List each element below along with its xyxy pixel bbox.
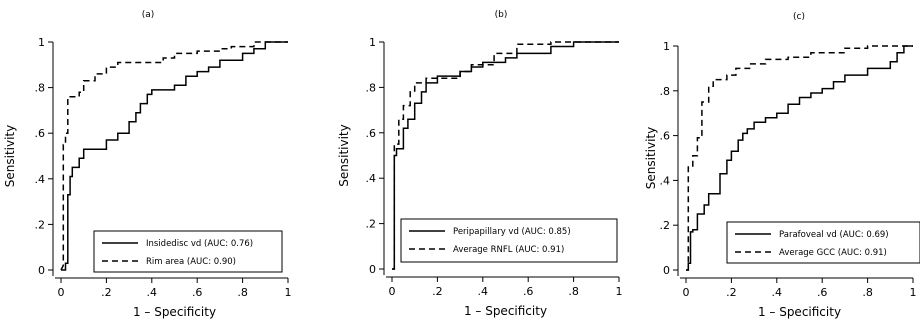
roc-curve-solid — [61, 41, 288, 271]
roc-panel-2: (b) 0 .2 .4 .6 .8 1 0 .2 .4 .6 .8 1 1 – Specificity Se… — [337, 10, 623, 318]
x-tick-label: .6 — [192, 286, 203, 299]
legend: Peripapillary vd (AUC: 0.85) Average RNFL… — [400, 218, 618, 263]
x-tick-label: 1 — [616, 285, 623, 298]
legend-entry: Rim area (AUC: 0.90) — [146, 257, 236, 267]
y-tick-label: .2 — [366, 218, 377, 231]
y-tick-label: .6 — [366, 127, 377, 140]
y-tick-label: .8 — [660, 85, 671, 98]
y-tick-label: .2 — [35, 218, 46, 231]
x-axis-title: 1 – Specificity — [133, 305, 216, 319]
legend: Insidedisc vd (AUC: 0.76) Rim area (AUC: … — [93, 230, 283, 273]
x-tick-label: 0 — [389, 285, 396, 298]
x-tick-label: 1 — [285, 286, 292, 299]
legend-box — [93, 230, 283, 273]
legend-box — [400, 218, 618, 263]
y-tick-label: .4 — [660, 174, 671, 187]
roc-curve-dashed — [392, 41, 619, 270]
panel-label: (c) — [793, 12, 805, 22]
y-tick-label: 1 — [663, 40, 670, 53]
x-tick-label: .8 — [862, 286, 873, 299]
roc-panel-3: (c) 0 .2 .4 .6 .8 1 0 .2 .4 .6 .8 1 1 – Specificity Se… — [644, 12, 920, 319]
legend-entry: Parafoveal vd (AUC: 0.69) — [779, 230, 889, 240]
roc-panel-1: (a) 0 .2 .4 .6 .8 1 0 .2 .4 .6 .8 1 1 – Specificity Se… — [3, 10, 292, 319]
x-tick-label: .4 — [478, 285, 489, 298]
y-tick-label: 0 — [369, 263, 376, 276]
x-tick-label: .8 — [568, 285, 579, 298]
y-tick-label: 0 — [663, 264, 670, 277]
x-tick-label: .2 — [432, 285, 443, 298]
legend-box — [726, 221, 920, 264]
y-axis-title: Sensitivity — [337, 124, 351, 186]
x-tick-label: 0 — [58, 286, 65, 299]
y-tick-label: .8 — [35, 82, 46, 95]
y-tick-label: 0 — [38, 264, 45, 277]
roc-curve-solid — [686, 45, 913, 271]
roc-curve-dashed — [686, 45, 913, 271]
x-tick-label: .2 — [726, 286, 737, 299]
roc-panels: (a) 0 .2 .4 .6 .8 1 0 .2 .4 .6 .8 1 1 – Specificity Se… — [3, 10, 920, 319]
y-axis-title: Sensitivity — [3, 125, 17, 187]
y-tick-label: .8 — [366, 81, 377, 94]
x-axis-title: 1 – Specificity — [758, 305, 841, 319]
panel-label: (b) — [495, 10, 508, 20]
x-tick-label: .4 — [147, 286, 158, 299]
x-tick-label: .6 — [817, 286, 828, 299]
y-tick-label: .6 — [35, 127, 46, 140]
legend-entry: Average RNFL (AUC: 0.91) — [453, 245, 564, 255]
legend: Parafoveal vd (AUC: 0.69) Average GCC (AU… — [726, 221, 920, 264]
x-tick-label: .8 — [237, 286, 248, 299]
x-tick-label: .6 — [523, 285, 534, 298]
legend-entry: Average GCC (AUC: 0.91) — [779, 248, 887, 258]
roc-curve-dashed — [60, 41, 288, 271]
panel-label: (a) — [142, 10, 155, 20]
x-axis-title: 1 – Specificity — [464, 304, 547, 318]
y-tick-label: 1 — [369, 36, 376, 49]
y-tick-label: 1 — [38, 36, 45, 49]
y-tick-label: .4 — [366, 172, 377, 185]
legend-entry: Insidedisc vd (AUC: 0.76) — [146, 239, 253, 249]
x-tick-label: 1 — [910, 286, 917, 299]
y-tick-label: .6 — [660, 130, 671, 143]
x-tick-label: 0 — [683, 286, 690, 299]
y-tick-label: .4 — [35, 173, 46, 186]
x-tick-label: .4 — [772, 286, 783, 299]
x-tick-label: .2 — [101, 286, 112, 299]
y-tick-label: .2 — [660, 219, 671, 232]
y-axis-title: Sensitivity — [644, 127, 658, 189]
legend-entry: Peripapillary vd (AUC: 0.85) — [453, 227, 571, 237]
